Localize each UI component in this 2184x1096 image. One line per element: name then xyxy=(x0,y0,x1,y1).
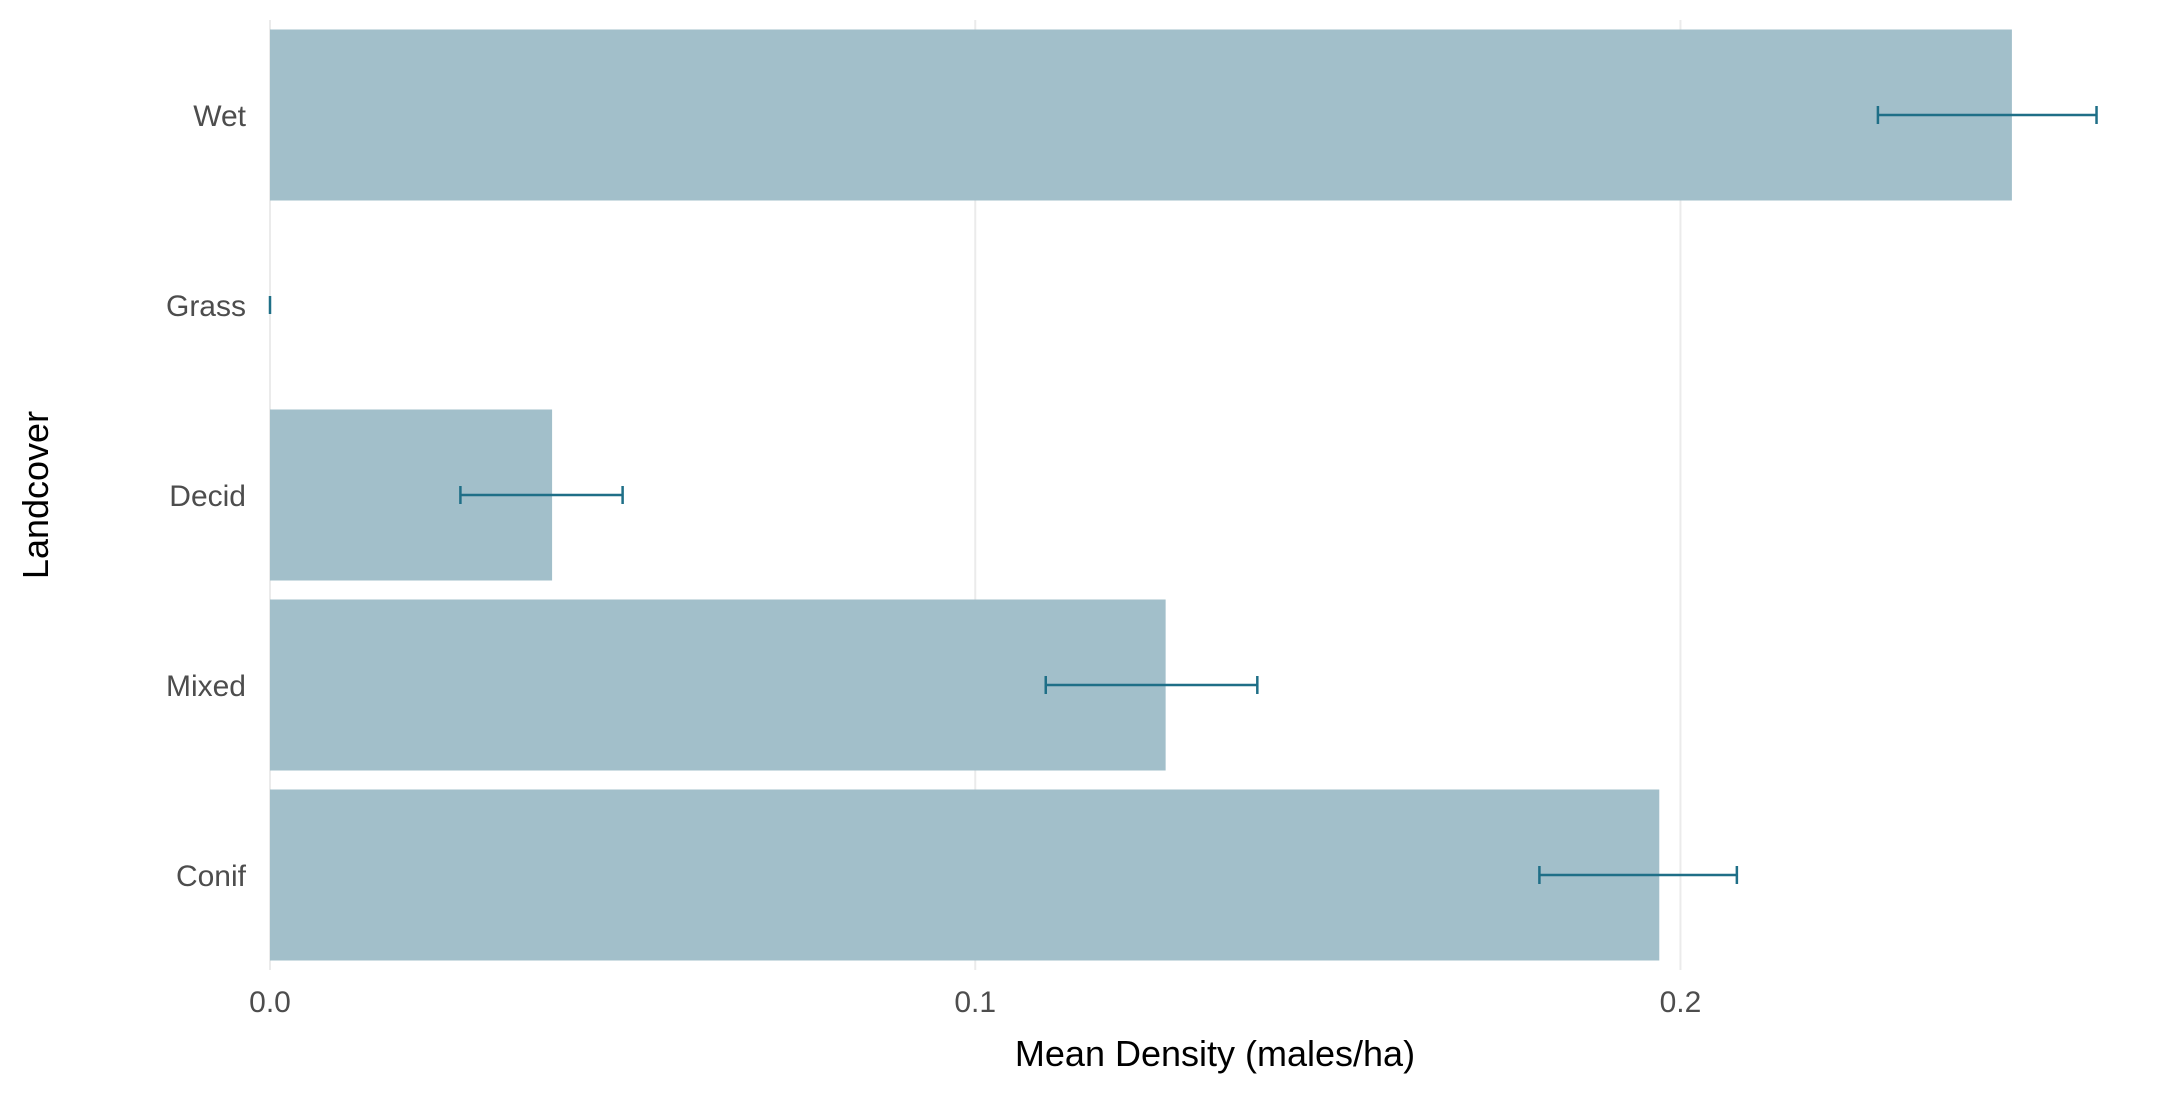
x-tick-label: 0.1 xyxy=(954,986,996,1019)
x-axis-title: Mean Density (males/ha) xyxy=(1015,1033,1415,1074)
y-axis-title: Landcover xyxy=(15,411,56,579)
bar xyxy=(270,30,2012,201)
density-by-landcover-chart: 0.0 0.1 0.2 Wet Grass Decid Mixed Conif Mean Den… xyxy=(0,0,2184,1096)
y-tick-label: Grass xyxy=(166,290,246,323)
bar xyxy=(270,600,1166,771)
x-tick-label: 0.0 xyxy=(249,986,291,1019)
y-tick-label: Wet xyxy=(193,100,246,133)
y-tick-label: Decid xyxy=(169,480,246,513)
x-tick-label: 0.2 xyxy=(1660,986,1702,1019)
bar xyxy=(270,790,1659,961)
y-tick-label: Mixed xyxy=(166,670,246,703)
y-tick-label: Conif xyxy=(176,860,247,893)
